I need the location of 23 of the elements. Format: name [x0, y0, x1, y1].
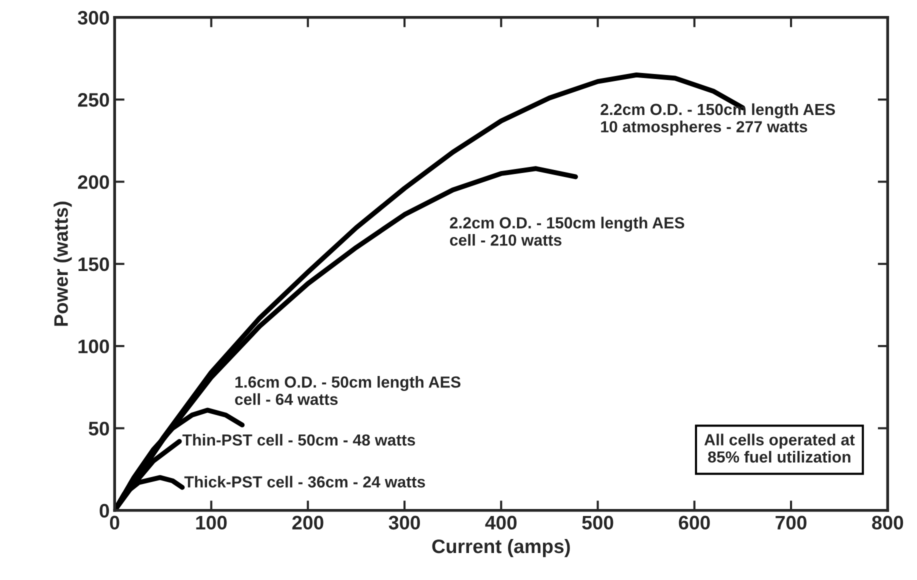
y-axis-title: Power (watts): [54, 202, 72, 326]
x-tick-label: 200: [292, 516, 324, 530]
annotation: Thin-PST cell - 50cm - 48 watts: [182, 434, 416, 446]
x-tick-label: 700: [776, 516, 806, 530]
x-tick-label: 0: [110, 516, 120, 530]
x-tick-label: 500: [582, 516, 614, 530]
annotation: 2.2cm O.D. - 150cm length AES cell - 210 watts: [450, 216, 684, 246]
y-tick-label: 300: [78, 10, 109, 25]
x-tick-label: 400: [485, 516, 517, 530]
x-tick-label: 300: [388, 516, 420, 530]
y-tick-label: 250: [78, 93, 109, 107]
x-axis-title: Current (amps): [432, 538, 570, 558]
annotation: All cells operated at 85% fuel utilization: [704, 434, 855, 463]
x-tick-label: 800: [872, 516, 904, 530]
x-tick-label: 600: [678, 516, 710, 530]
annotation: 1.6cm O.D. - 50cm length AES cell - 64 watts: [235, 376, 460, 406]
y-tick-label: 50: [88, 422, 109, 436]
y-tick-label: 0: [100, 504, 109, 518]
x-tick-label: 100: [196, 516, 227, 530]
y-tick-label: 100: [78, 340, 109, 354]
y-tick-label: 200: [78, 175, 109, 189]
y-tick-label: 150: [78, 257, 109, 272]
annotation: Thick-PST cell - 36cm - 24 watts: [184, 476, 425, 488]
